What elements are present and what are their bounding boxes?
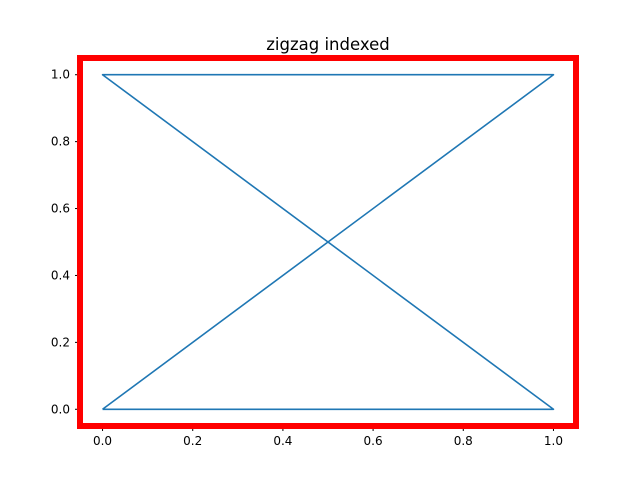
y-tick-label: 0.0 <box>51 402 70 416</box>
x-tick-label: 0.6 <box>364 434 383 448</box>
x-tick-label: 1.0 <box>544 434 563 448</box>
y-tick-label: 0.4 <box>51 268 70 282</box>
x-tick-label: 0.0 <box>93 434 112 448</box>
y-tick-label: 0.8 <box>51 135 70 149</box>
series-layer <box>101 73 555 411</box>
x-tick-label: 0.2 <box>183 434 202 448</box>
x-tick-label: 0.4 <box>273 434 292 448</box>
y-tick-label: 1.0 <box>51 68 70 82</box>
highlight-frame <box>77 55 579 429</box>
y-tick-label: 0.6 <box>51 202 70 216</box>
plot-axes: 0.0 0.2 0.4 0.6 0.8 1.0 0.0 0.2 0.4 0.6 0.8 1.0 <box>51 68 563 448</box>
x-tick-label: 0.8 <box>454 434 473 448</box>
series-line <box>101 73 555 411</box>
chart-title: zigzag indexed <box>266 35 389 54</box>
y-tick-label: 0.2 <box>51 335 70 349</box>
